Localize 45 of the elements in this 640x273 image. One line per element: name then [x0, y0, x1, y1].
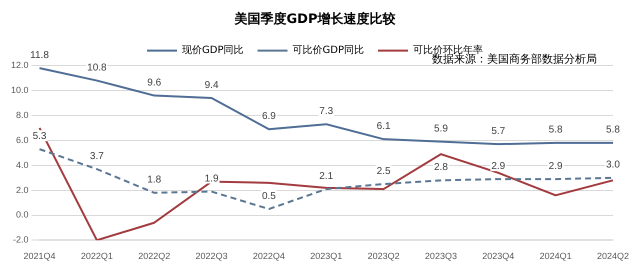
data-label: 2.1: [319, 170, 334, 182]
data-label: 6.1: [376, 120, 391, 132]
y-tick-label: 12.0: [10, 60, 29, 70]
y-tick-label: 2.0: [16, 184, 29, 195]
x-tick-label: 2022Q1: [80, 251, 113, 262]
chart-title: 美国季度GDP增长速度比较: [234, 11, 396, 28]
x-tick-label: 2023Q1: [310, 251, 342, 262]
y-tick-label: 0.0: [16, 210, 29, 220]
x-tick-label: 2023Q4: [482, 251, 514, 262]
x-tick-label: 2023Q2: [368, 251, 400, 262]
data-label: 9.4: [204, 80, 219, 91]
y-tick-label: 4.0: [16, 160, 29, 170]
data-label: 6.9: [262, 110, 276, 122]
data-label: 7.3: [319, 106, 334, 117]
legend-label: 可比价GDP同比: [292, 44, 364, 56]
legend-label: 现价GDP同比: [182, 44, 244, 56]
data-label: 5.8: [548, 124, 564, 136]
data-label: 2.8: [434, 162, 448, 174]
data-label: 11.8: [30, 50, 50, 61]
data-label: 9.6: [147, 77, 162, 88]
x-tick-label: 2022Q2: [138, 251, 170, 262]
x-tick-label: 2021Q4: [24, 251, 56, 262]
data-label: 2.9: [491, 160, 506, 172]
y-tick-label: -2.0: [13, 234, 29, 245]
y-tick-label: 6.0: [16, 134, 29, 145]
data-label: 1.8: [147, 174, 162, 186]
y-tick-label: 8.0: [16, 110, 29, 120]
data-label: 10.8: [87, 62, 108, 74]
data-label: 2.5: [376, 166, 391, 177]
data-label: 2.9: [548, 160, 564, 172]
x-tick-label: 2022Q3: [196, 251, 228, 262]
data-label: 5.3: [32, 130, 47, 142]
data-label: 0.5: [262, 190, 276, 202]
x-tick-label: 2024Q2: [596, 251, 629, 262]
data-label: 5.8: [606, 124, 620, 136]
data-label: 1.9: [204, 173, 219, 184]
data-label: 3.7: [90, 150, 104, 162]
source-note: 数据来源：美国商务部数据分析局: [432, 52, 597, 66]
data-label: 5.7: [491, 126, 506, 137]
x-tick-label: 2022Q4: [252, 251, 285, 262]
x-tick-label: 2024Q1: [540, 251, 572, 262]
y-tick-label: 10.0: [10, 85, 29, 96]
data-label: 3.0: [606, 160, 620, 171]
data-label: 5.9: [434, 123, 448, 134]
x-tick-label: 2023Q3: [424, 251, 457, 262]
